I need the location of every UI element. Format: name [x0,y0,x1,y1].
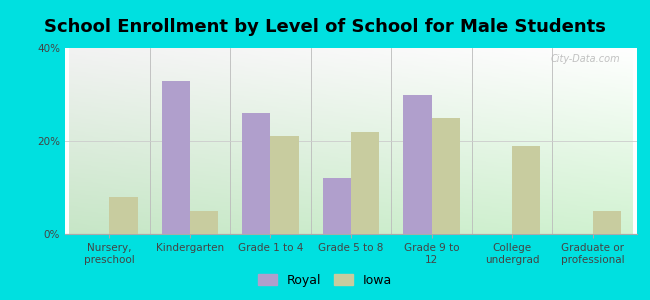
Bar [109,197,138,234]
Bar [323,178,351,234]
Bar [593,211,621,234]
Text: School Enrollment by Level of School for Male Students: School Enrollment by Level of School for… [44,18,606,36]
Bar [242,113,270,234]
Bar [512,146,540,234]
Bar [404,94,432,234]
Bar [270,136,298,234]
Bar [432,118,460,234]
Text: City-Data.com: City-Data.com [550,54,620,64]
Bar [190,211,218,234]
Bar [351,132,379,234]
Bar [162,80,190,234]
Legend: Royal, Iowa: Royal, Iowa [254,270,396,291]
